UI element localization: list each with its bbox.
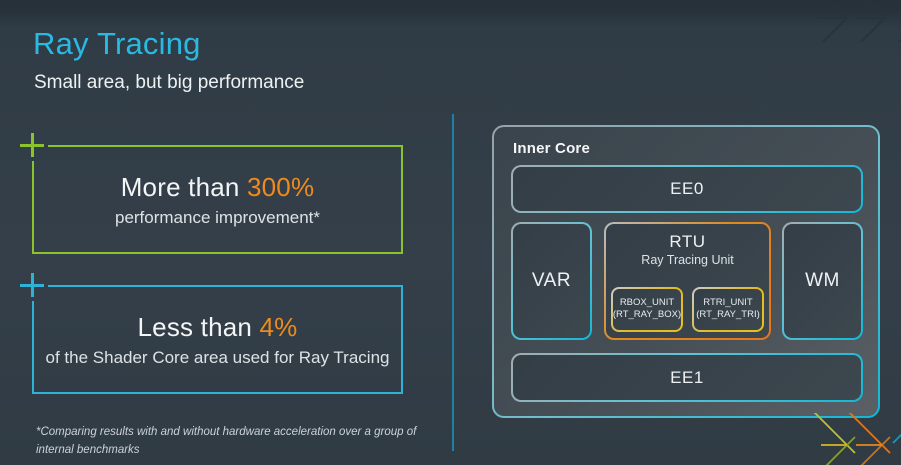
block-rbox-unit: RBOX_UNIT (RT_RAY_BOX) [611, 287, 683, 332]
rtu-units-row: RBOX_UNIT (RT_RAY_BOX) RTRI_UNIT (RT_RAY_T… [604, 287, 771, 332]
fast-forward-arrows-icon [813, 413, 901, 465]
block-sublabel-rtu: Ray Tracing Unit [641, 253, 734, 267]
stat-prefix: More than [120, 171, 247, 202]
block-rtu: RTU Ray Tracing Unit RBOX_UNIT (RT_RAY_BO… [604, 222, 771, 340]
block-label-wm: WM [805, 270, 840, 291]
block-var: VAR [511, 222, 592, 340]
unit-name: RBOX_UNIT [619, 297, 675, 308]
unit-label: RBOX_UNIT (RT_RAY_BOX) [613, 297, 681, 322]
stat-prefix: Less than [137, 311, 260, 342]
box-border [32, 252, 403, 254]
box-border [401, 145, 403, 254]
box-border [32, 392, 403, 394]
box-border [48, 145, 403, 147]
crosshair-icon [20, 273, 44, 297]
block-label-rtu: RTU [669, 232, 706, 251]
unit-label: RTRI_UNIT (RT_RAY_TRI) [696, 297, 760, 322]
block-label-ee0: EE0 [670, 179, 704, 198]
stat-box-area: Less than 4% of the Shader Core area use… [20, 273, 403, 394]
unit-name: RTRI_UNIT [703, 297, 753, 308]
block-rtri-unit: RTRI_UNIT (RT_RAY_TRI) [692, 287, 764, 332]
stat-description: performance improvement* [114, 207, 321, 227]
vertical-divider [452, 114, 454, 451]
box-border [401, 285, 403, 394]
page-title: Ray Tracing [33, 26, 201, 61]
unit-regname: (RT_RAY_BOX) [612, 309, 682, 321]
unit-regname: (RT_RAY_TRI) [696, 309, 760, 321]
block-ee0: EE0 [511, 165, 863, 213]
stat-headline: Less than 4% [138, 312, 298, 343]
page-subtitle: Small area, but big performance [34, 72, 305, 93]
box-border [32, 161, 34, 254]
stat-box-performance: More than 300% performance improvement* [20, 133, 403, 254]
block-wm: WM [782, 222, 863, 340]
stat-headline: More than 300% [121, 172, 315, 203]
crosshair-icon [20, 133, 44, 157]
block-label-ee1: EE1 [670, 367, 704, 387]
chevron-arrows-top-icon [817, 0, 901, 42]
block-ee1: EE1 [511, 353, 863, 402]
box-border [48, 285, 403, 287]
inner-core-title: Inner Core [513, 140, 591, 157]
stat-description: of the Shader Core area used for Ray Tra… [45, 347, 390, 367]
footnote: *Comparing results with and without hard… [36, 426, 417, 456]
stat-value: 300% [246, 171, 315, 202]
inner-core-panel: Inner Core EE0 VAR RTU Ray Tracing Unit … [492, 125, 880, 418]
stat-value: 4% [259, 311, 298, 342]
block-label-var: VAR [531, 270, 572, 291]
box-border [32, 301, 34, 394]
